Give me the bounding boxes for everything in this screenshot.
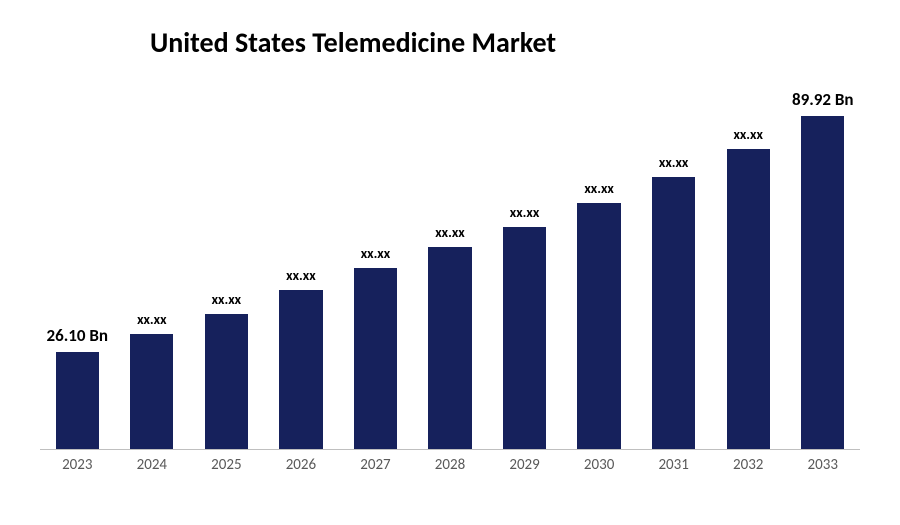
- bar: [205, 314, 248, 449]
- x-label: 2033: [785, 456, 860, 480]
- x-label: 2025: [189, 456, 264, 480]
- x-label: 2031: [636, 456, 711, 480]
- bar-group: xx.xx: [413, 80, 488, 449]
- bar-group: xx.xx: [264, 80, 339, 449]
- bar: [727, 149, 770, 449]
- bar-group: xx.xx: [636, 80, 711, 449]
- bar-value-label: xx.xx: [286, 267, 315, 284]
- bar-value-label: xx.xx: [584, 180, 613, 197]
- bar-group: 89.92 Bn: [785, 80, 860, 449]
- bar-value-label: xx.xx: [659, 154, 688, 171]
- bar: [130, 334, 173, 449]
- bar-value-label: xx.xx: [733, 126, 762, 143]
- x-axis-labels: 2023 2024 2025 2026 2027 2028 2029 2030 …: [40, 456, 860, 480]
- bar-value-label: 89.92 Bn: [792, 89, 854, 110]
- bar-group: xx.xx: [115, 80, 190, 449]
- bar-group: xx.xx: [338, 80, 413, 449]
- bar: [801, 116, 844, 449]
- bar-group: xx.xx: [711, 80, 786, 449]
- bar: [56, 352, 99, 449]
- bar-value-label: 26.10 Bn: [47, 325, 109, 346]
- bar-group: 26.10 Bn: [40, 80, 115, 449]
- bar: [577, 203, 620, 449]
- bar-value-label: xx.xx: [212, 291, 241, 308]
- bar-group: xx.xx: [487, 80, 562, 449]
- x-label: 2030: [562, 456, 637, 480]
- bar-group: xx.xx: [189, 80, 264, 449]
- x-label: 2032: [711, 456, 786, 480]
- bar: [279, 290, 322, 449]
- chart-area: 26.10 Bn xx.xx xx.xx xx.xx xx.xx xx.xx x…: [40, 80, 860, 480]
- x-label: 2029: [487, 456, 562, 480]
- chart-title: United States Telemedicine Market: [0, 0, 900, 60]
- bar-value-label: xx.xx: [137, 311, 166, 328]
- bar: [354, 268, 397, 449]
- bar: [428, 247, 471, 449]
- bar-value-label: xx.xx: [510, 204, 539, 221]
- x-label: 2026: [264, 456, 339, 480]
- bar: [503, 227, 546, 449]
- x-label: 2023: [40, 456, 115, 480]
- x-label: 2024: [115, 456, 190, 480]
- bars-container: 26.10 Bn xx.xx xx.xx xx.xx xx.xx xx.xx x…: [40, 80, 860, 450]
- x-label: 2028: [413, 456, 488, 480]
- bar: [652, 177, 695, 449]
- bar-value-label: xx.xx: [361, 245, 390, 262]
- bar-value-label: xx.xx: [435, 224, 464, 241]
- bar-group: xx.xx: [562, 80, 637, 449]
- x-label: 2027: [338, 456, 413, 480]
